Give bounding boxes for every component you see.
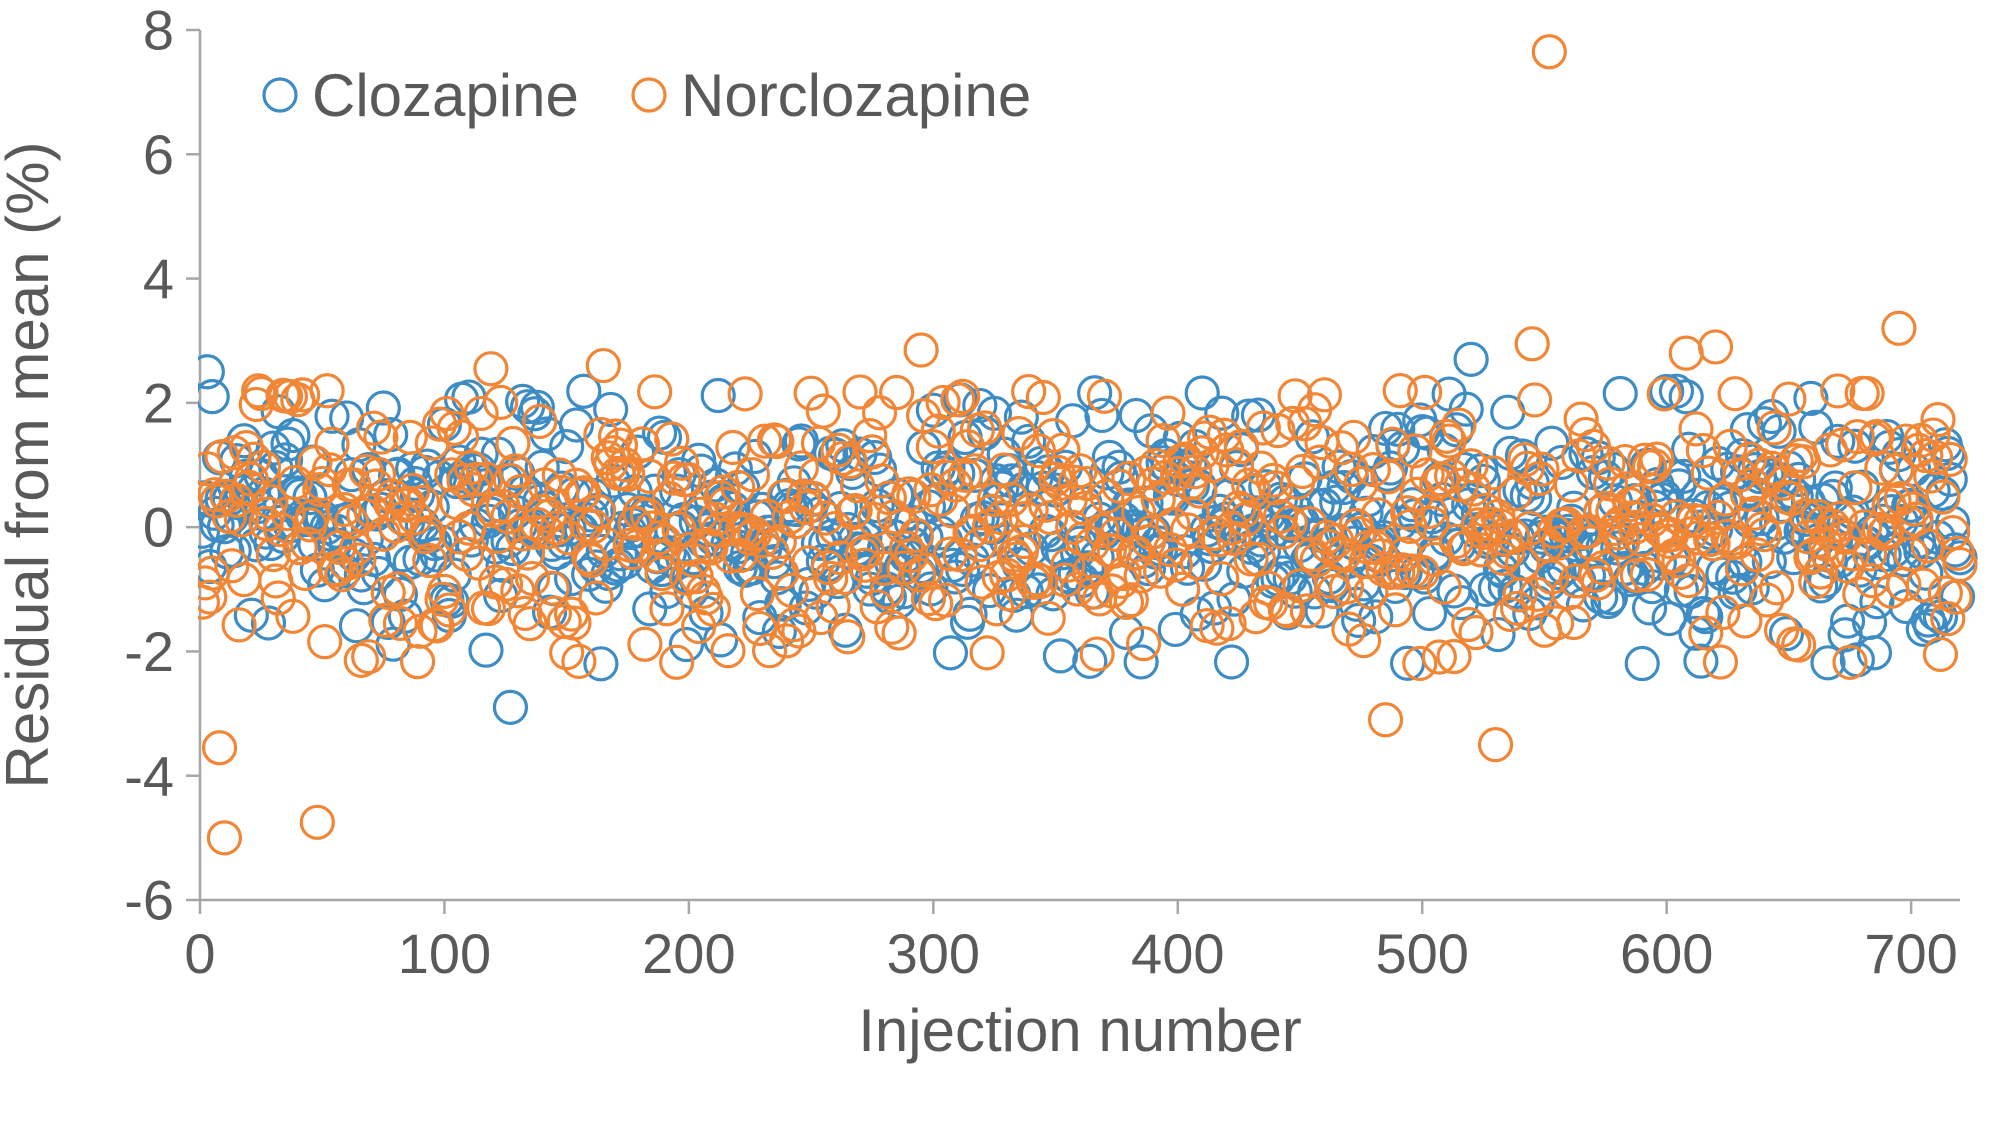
x-tick-label: 700 (1864, 922, 1957, 985)
chart-svg: 0 100 200 300 400 500 600 700 Injection number -6… (0, 0, 2000, 1144)
y-tick-label: -6 (124, 869, 174, 932)
y-tick-label: -2 (124, 620, 174, 683)
x-axis-title: Injection number (858, 997, 1302, 1064)
x-tick-label: 0 (184, 922, 215, 985)
residual-scatter-chart: 0 100 200 300 400 500 600 700 Injection number -6… (0, 0, 2000, 1144)
y-tick-label: 8 (143, 0, 174, 62)
y-tick-label: 4 (143, 247, 174, 310)
x-tick-label: 100 (398, 922, 491, 985)
y-tick-label: 0 (143, 496, 174, 559)
x-tick-label: 500 (1376, 922, 1469, 985)
legend-label: Norclozapine (681, 62, 1031, 129)
y-tick-label: -4 (124, 744, 174, 807)
y-tick-label: 2 (143, 371, 174, 434)
x-tick-label: 600 (1620, 922, 1713, 985)
y-tick-label: 6 (143, 123, 174, 186)
x-tick-label: 300 (887, 922, 980, 985)
y-axis-title: Residual from mean (%) (0, 142, 61, 789)
x-tick-label: 400 (1131, 922, 1224, 985)
legend-label: Clozapine (312, 62, 579, 129)
x-tick-label: 200 (642, 922, 735, 985)
